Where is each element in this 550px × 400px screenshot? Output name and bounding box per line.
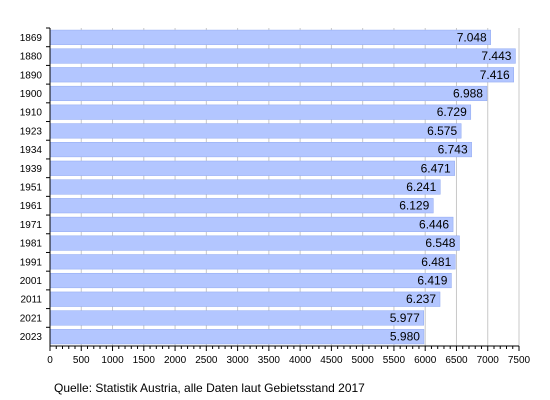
value-label-1890: 7.416 xyxy=(480,68,510,82)
bar-1934 xyxy=(49,142,472,158)
value-label-1923: 6.575 xyxy=(427,124,457,138)
bar-1991 xyxy=(49,254,456,270)
category-label-1991: 1991 xyxy=(20,257,43,268)
value-label-1981: 6.548 xyxy=(425,236,455,250)
value-labels: 7.048 7.443 7.416 6.988 6.729 6.575 6.743 6.471… xyxy=(390,30,512,343)
x-tick-label-7500: 7500 xyxy=(508,355,531,366)
x-tick-label-2000: 2000 xyxy=(164,355,187,366)
category-label-1981: 1981 xyxy=(20,239,43,250)
category-label-1890: 1890 xyxy=(20,70,43,81)
category-label-2001: 2001 xyxy=(20,276,43,287)
x-tick-label-2500: 2500 xyxy=(195,355,218,366)
bar-1910 xyxy=(49,104,472,120)
bar-1939 xyxy=(49,160,455,176)
x-tick-label-3500: 3500 xyxy=(258,355,281,366)
category-label-1880: 1880 xyxy=(20,52,43,63)
x-tick-label-6000: 6000 xyxy=(414,355,437,366)
category-label-1910: 1910 xyxy=(20,108,43,119)
x-tick-label-500: 500 xyxy=(73,355,90,366)
source-note: Quelle: Statistik Austria, alle Daten la… xyxy=(54,381,365,395)
value-label-2023: 5.980 xyxy=(390,330,420,344)
category-label-1869: 1869 xyxy=(20,33,43,44)
bar-2011 xyxy=(49,291,441,307)
bar-1880 xyxy=(49,48,516,64)
bars xyxy=(49,29,516,345)
category-label-1951: 1951 xyxy=(20,183,43,194)
value-label-2021: 5.977 xyxy=(390,311,420,325)
bar-2023 xyxy=(49,329,425,345)
bar-1981 xyxy=(49,235,460,251)
bar-1971 xyxy=(49,216,454,232)
category-label-1961: 1961 xyxy=(20,201,43,212)
tick-labels: 0 500 1000 1500 2000 2500 3000 3500 4000 4500 5000… xyxy=(47,355,530,366)
x-tick-label-5000: 5000 xyxy=(352,355,375,366)
x-tick-label-1500: 1500 xyxy=(133,355,156,366)
x-tick-label-5500: 5500 xyxy=(383,355,406,366)
category-label-1900: 1900 xyxy=(20,89,43,100)
value-label-1880: 7.443 xyxy=(481,49,511,63)
bar-1869 xyxy=(49,29,491,45)
x-tick-label-3000: 3000 xyxy=(226,355,249,366)
x-tick-label-1000: 1000 xyxy=(101,355,124,366)
value-label-2011: 6.237 xyxy=(406,292,436,306)
value-label-1991: 6.481 xyxy=(421,255,451,269)
value-label-1934: 6.743 xyxy=(438,143,468,157)
category-label-1971: 1971 xyxy=(20,220,43,231)
value-label-2001: 6.419 xyxy=(417,274,447,288)
x-tick-label-0: 0 xyxy=(47,355,53,366)
value-label-1961: 6.129 xyxy=(399,199,429,213)
x-tick-label-6500: 6500 xyxy=(445,355,468,366)
value-label-1900: 6.988 xyxy=(453,86,483,100)
value-label-1971: 6.446 xyxy=(419,217,449,231)
bar-1961 xyxy=(49,198,434,214)
axes xyxy=(46,27,520,351)
value-label-1939: 6.471 xyxy=(421,161,451,175)
bar-1890 xyxy=(49,67,514,83)
x-tick-label-7000: 7000 xyxy=(477,355,500,366)
bar-2021 xyxy=(49,310,425,326)
category-label-1923: 1923 xyxy=(20,126,43,137)
x-tick-label-4500: 4500 xyxy=(320,355,343,366)
value-label-1951: 6.241 xyxy=(406,180,436,194)
value-label-1910: 6.729 xyxy=(437,105,467,119)
value-label-1869: 7.048 xyxy=(457,30,487,44)
category-label-2021: 2021 xyxy=(20,313,43,324)
bar-1923 xyxy=(49,123,462,139)
x-tick-label-4000: 4000 xyxy=(289,355,312,366)
bar-1951 xyxy=(49,179,441,195)
bar-1900 xyxy=(49,85,488,102)
bar-2001 xyxy=(49,272,452,289)
category-label-1939: 1939 xyxy=(20,164,43,175)
category-label-2011: 2011 xyxy=(20,295,42,306)
category-label-2023: 2023 xyxy=(20,332,43,343)
category-labels: 1869 1880 1890 1900 1910 1923 1934 1939 1951 1961… xyxy=(20,33,43,343)
category-label-1934: 1934 xyxy=(20,145,43,156)
